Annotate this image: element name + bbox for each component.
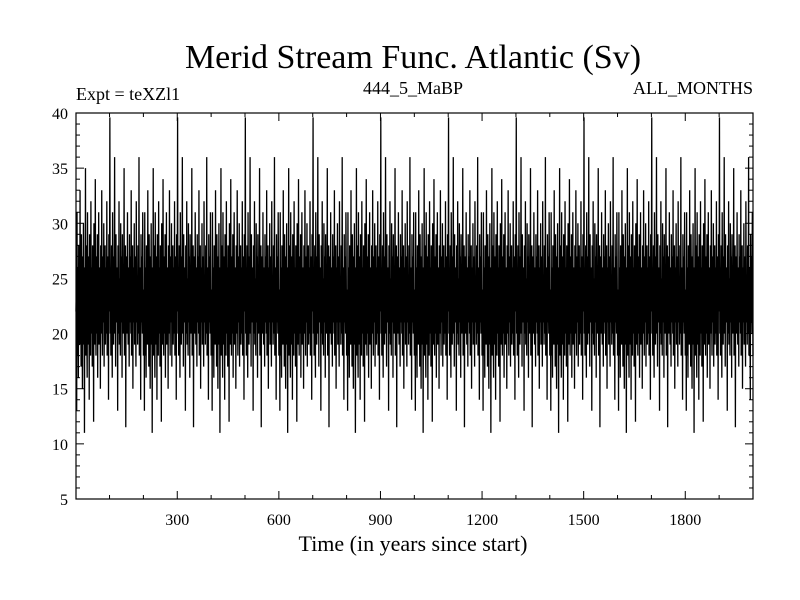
x-tick-label: 1800 — [669, 512, 701, 529]
chart-title: Merid Stream Func. Atlantic (Sv) — [185, 39, 641, 76]
x-tick-label: 600 — [267, 512, 291, 529]
chart-subtitle-center: 444_5_MaBP — [363, 78, 463, 98]
plot-area: 5 10 15 20 25 30 35 40 300 600 900 1200 1500 1800 — [52, 106, 754, 529]
y-tick-label: 5 — [60, 492, 68, 509]
x-tick-label: 300 — [165, 512, 189, 529]
x-axis-label: Time (in years since start) — [299, 531, 528, 556]
y-tick-label: 10 — [52, 437, 68, 454]
x-tick-label: 1500 — [568, 512, 600, 529]
y-tick-label: 25 — [52, 271, 68, 288]
y-tick-label: 15 — [52, 382, 68, 399]
y-tick-label: 35 — [52, 161, 68, 178]
chart-subtitle-left: Expt = teXZl1 — [76, 84, 180, 104]
series-line-0 — [75, 117, 754, 433]
chart-subtitle-right: ALL_MONTHS — [633, 78, 753, 98]
y-tick-label: 40 — [52, 106, 68, 123]
plot-frame — [75, 112, 754, 500]
x-tick-label: 1200 — [466, 512, 498, 529]
x-tick-label: 900 — [368, 512, 392, 529]
y-tick-label: 20 — [52, 327, 68, 344]
y-tick-label: 30 — [52, 216, 68, 233]
